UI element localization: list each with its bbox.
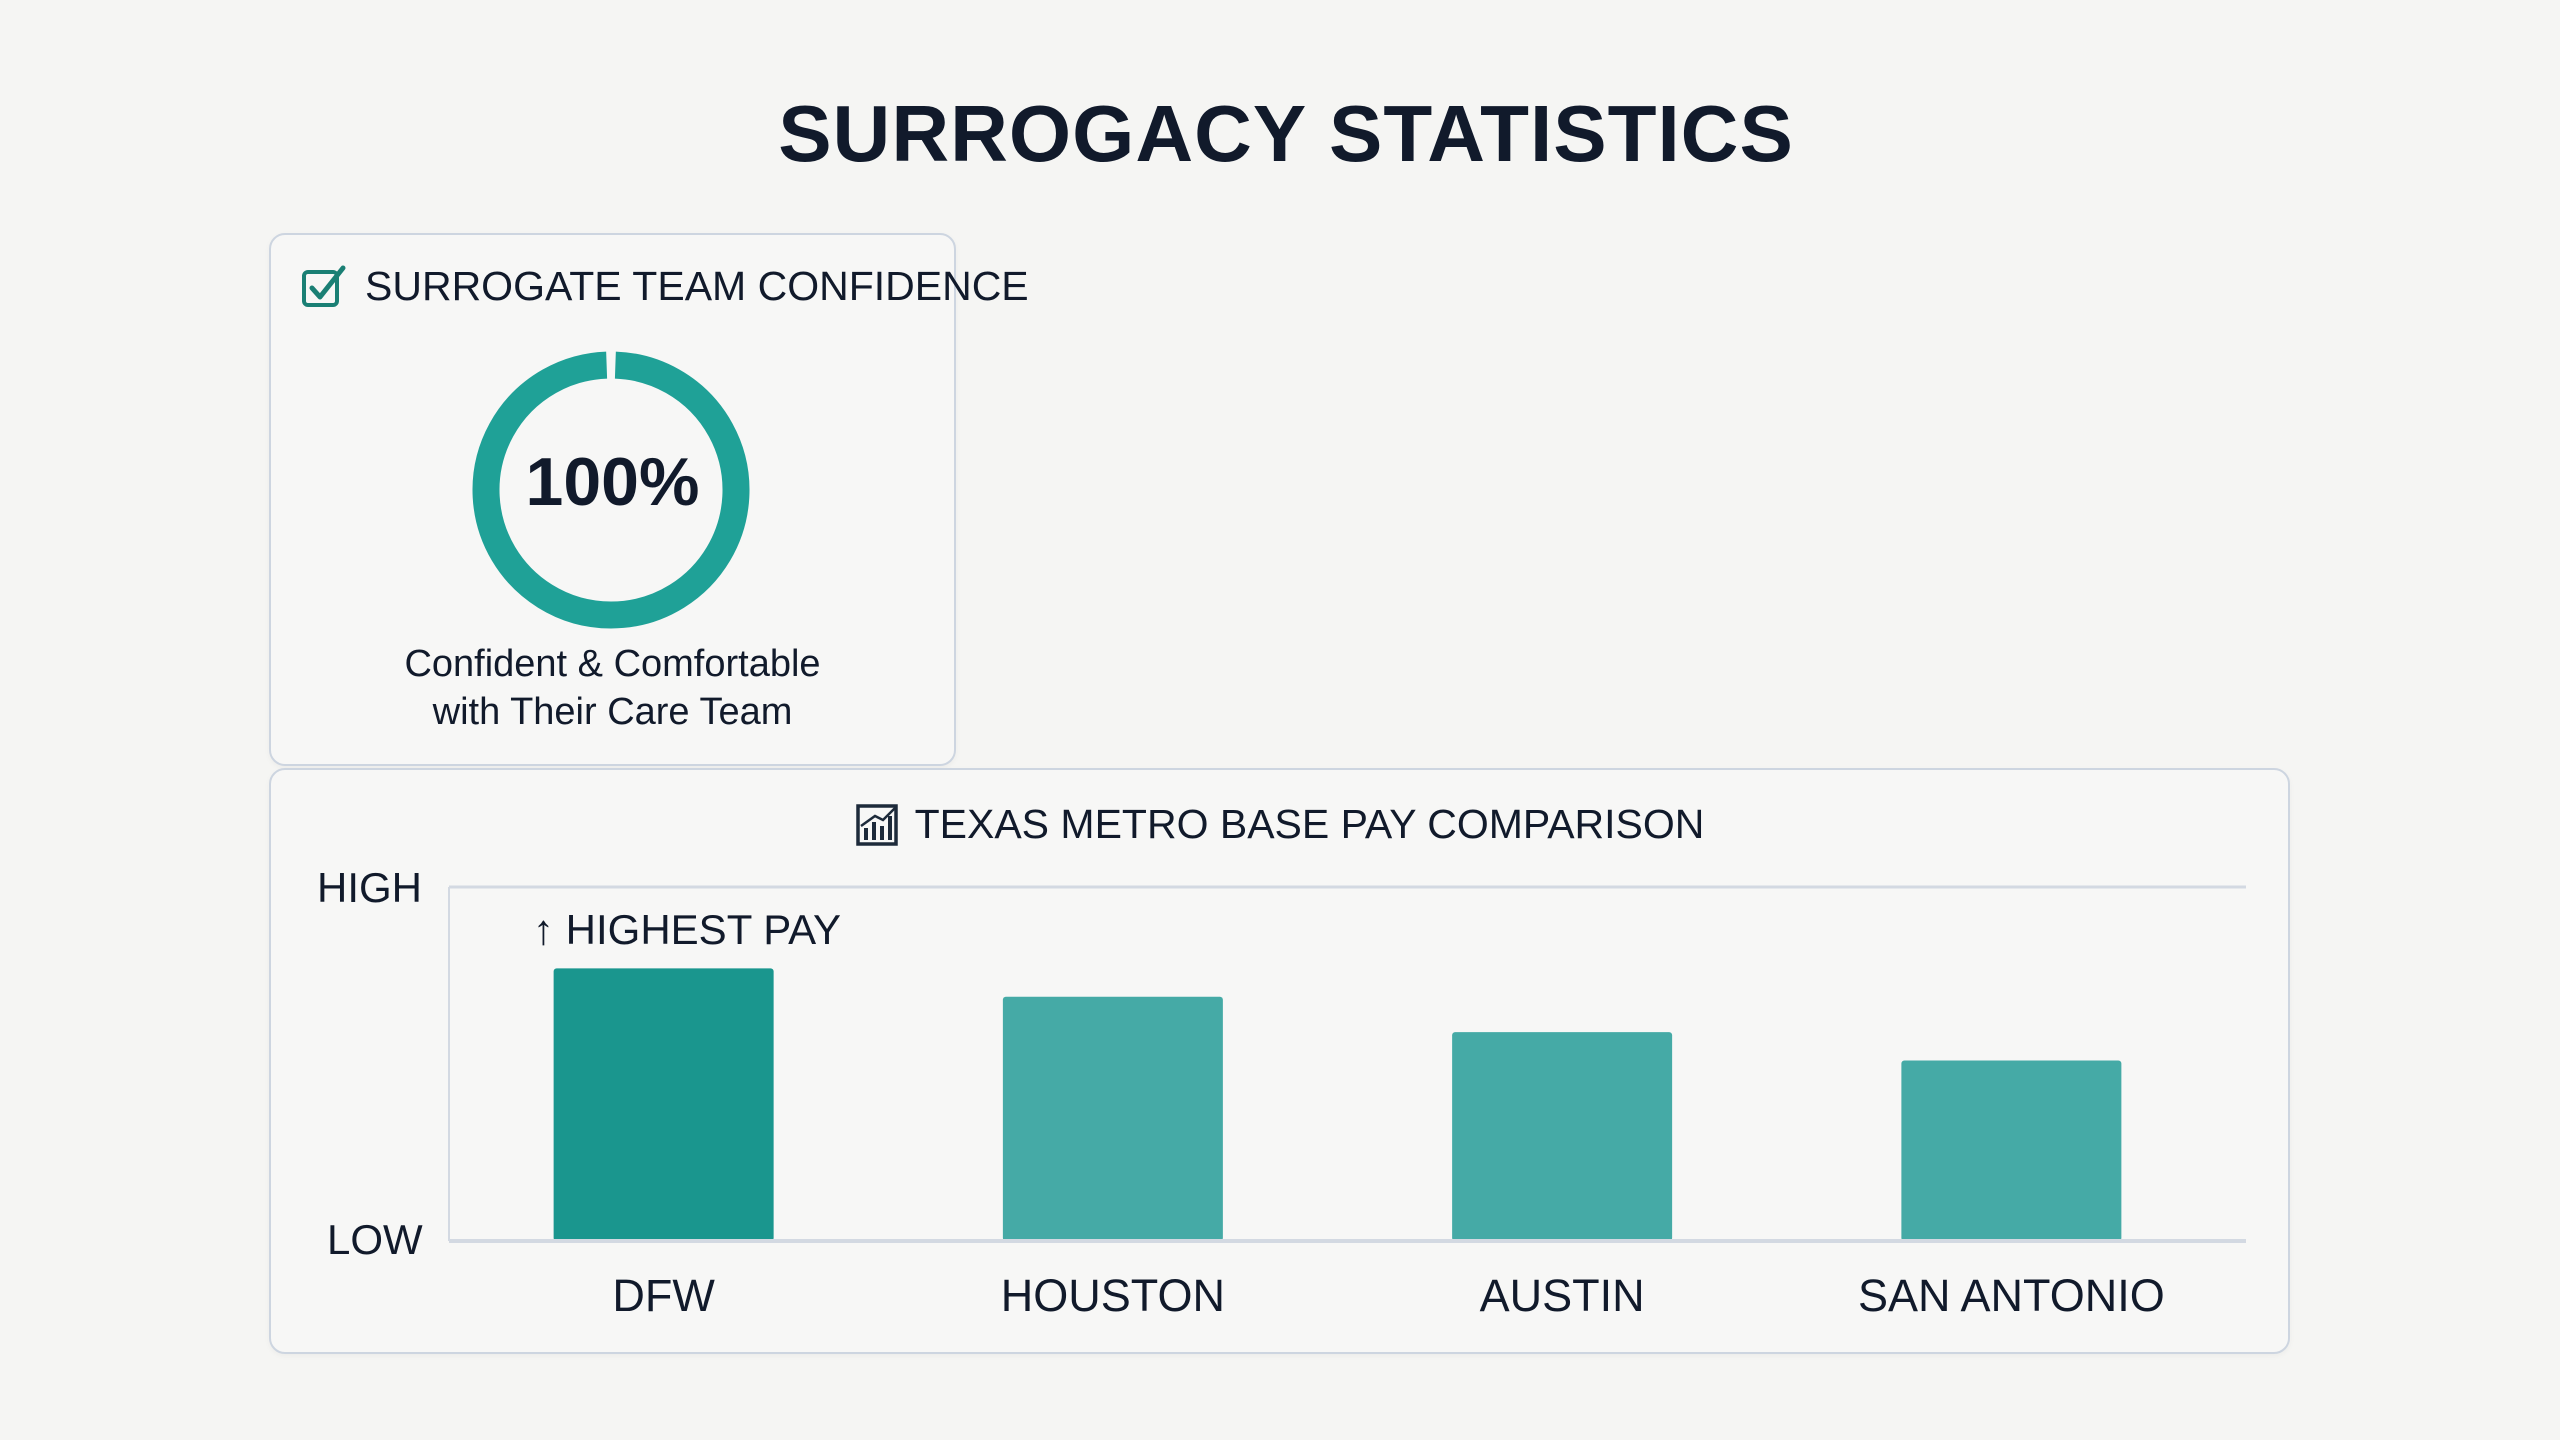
confidence-value: 100% — [525, 444, 700, 520]
page-title: SURROGACY STATISTICS — [778, 89, 1794, 178]
bar-san-antonio — [1901, 1060, 2122, 1241]
y-tick-low: LOW — [327, 1216, 423, 1263]
caption-line-2: with Their Care Team — [432, 691, 793, 733]
confidence-card-header: SURROGATE TEAM CONFIDENCE — [301, 263, 1029, 310]
pay-comparison-card: TEXAS METRO BASE PAY COMPARISON HIGH LOW… — [269, 768, 2290, 1354]
pay-bar-chart — [448, 885, 2246, 1243]
x-tick-label: AUSTIN — [1479, 1270, 1645, 1321]
x-tick-label: SAN ANTONIO — [1858, 1270, 2165, 1321]
pay-card-title: TEXAS METRO BASE PAY COMPARISON — [914, 800, 1705, 847]
confidence-card-title: SURROGATE TEAM CONFIDENCE — [365, 263, 1029, 309]
bar-chart-icon — [855, 804, 898, 846]
pay-card-header: TEXAS METRO BASE PAY COMPARISON — [271, 800, 2288, 848]
caption-line-1: Confident & Comfortable — [404, 643, 821, 685]
bar-dfw — [553, 968, 774, 1241]
confidence-caption: Confident & Comfortable with Their Care … — [271, 640, 954, 736]
confidence-card: SURROGATE TEAM CONFIDENCE 100% Confident… — [269, 233, 1029, 766]
bar-houston — [1002, 996, 1223, 1241]
confidence-donut — [472, 351, 750, 629]
highest-pay-annotation: ↑ HIGHEST PAY — [533, 906, 842, 953]
x-tick-label: HOUSTON — [1000, 1270, 1225, 1321]
bar-austin — [1452, 1032, 1673, 1241]
checkbox-checked-icon — [302, 265, 346, 307]
donut-ring — [472, 351, 750, 629]
x-tick-label: DFW — [612, 1270, 715, 1321]
y-tick-high: HIGH — [317, 864, 422, 911]
